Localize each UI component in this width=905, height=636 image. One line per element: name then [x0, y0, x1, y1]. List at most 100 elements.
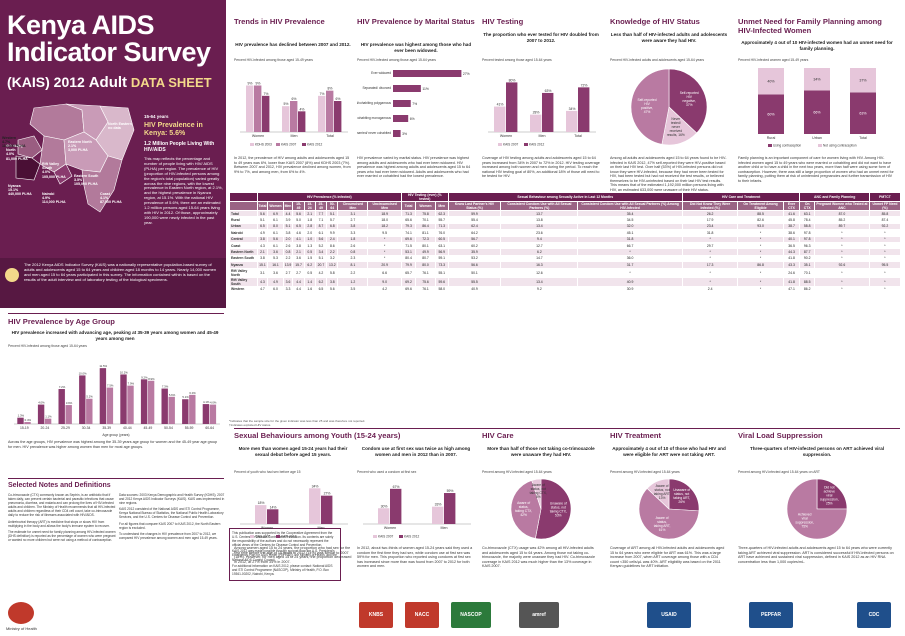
table-cell: 1.2	[337, 276, 369, 287]
column-header: Know Last Partner's HIV Status (%)	[447, 201, 502, 211]
unmet-caption: Percent HIV-infected women aged 15-49 ye…	[738, 58, 809, 62]
group-header: HIV Care and Treatment	[681, 192, 801, 202]
trends-caption: Percent HIV-infected among those aged 15…	[234, 58, 313, 62]
column-header: Total	[256, 201, 269, 211]
table-cell: 41.8	[782, 276, 801, 287]
bar-value-label: 28%	[533, 111, 540, 115]
table-cell: 2.7	[292, 267, 305, 278]
table-cell: *	[813, 267, 870, 278]
bar-value-label: 7.9%	[128, 382, 135, 386]
legend-label: KAIS 2012	[529, 142, 544, 146]
table-cell: 4.4	[292, 276, 305, 287]
bar	[161, 388, 168, 424]
bar-value-label: 7%	[412, 102, 417, 106]
table-cell: 1.4	[303, 276, 316, 287]
bar-value-label: 7.2%	[59, 385, 66, 389]
viral-subtitle: Three-quarters of HIV-infected persons o…	[749, 446, 885, 457]
table-cell: 40.9	[577, 276, 683, 287]
pie-slice-label: Did not achieve viral suppression, 25%	[820, 486, 839, 506]
pie-slice	[630, 68, 670, 145]
bar	[578, 87, 590, 132]
age-section-title: HIV Prevalence by Age Group	[8, 317, 115, 326]
bar	[65, 405, 72, 424]
bar-value-label: 1.1%	[45, 415, 52, 419]
bar-value-label: 5%	[284, 102, 289, 106]
table-cell: 5.8	[326, 267, 339, 278]
table-cell: 3.3	[282, 285, 294, 293]
table-cell: 16.1	[267, 261, 284, 269]
notes-title: Selected Notes and Definitions	[8, 482, 111, 489]
marital-chart: Ever widowed 27% Separated/ divorced 11% Mar…	[357, 70, 470, 137]
table-cell: 24.6	[782, 267, 801, 278]
marital-title: HIV Prevalence by Marital Status	[357, 17, 475, 26]
pie-slice	[535, 478, 572, 540]
tick-label: Men	[318, 526, 325, 530]
table-cell: 9.2	[500, 285, 579, 293]
tick-label: Ever widowed	[371, 71, 391, 75]
pie-slice-label: Self-reported HIV negative, 37%	[680, 91, 699, 107]
bar-value-label: 34%	[569, 107, 576, 111]
knowledge-title: Knowledge of HIV Status	[610, 17, 700, 26]
table-cell: 13.4	[500, 276, 579, 287]
column-header-row: Total Women Men 15-49 15-24 25-49 50-64 Circumc…	[229, 201, 902, 211]
table-cell: 80.4	[401, 254, 417, 263]
table-cell: 1.6	[303, 285, 316, 293]
bar-value-label: 34%	[312, 484, 319, 488]
viral-title: Viral Load Suppression	[738, 431, 823, 440]
tick-label: 15-19	[20, 426, 29, 430]
bar-value-label: 34%	[813, 78, 821, 82]
bar	[290, 101, 298, 132]
table-row: Central 3.8 5.6 2.0 4.1 1.0 5.6 2.4 1.8 * 69.6 72.3…	[229, 235, 902, 243]
table-cell: 30.9	[577, 285, 683, 293]
table-cell: *	[737, 285, 784, 293]
table-cell: *	[737, 276, 784, 287]
table-cell: *	[681, 267, 739, 278]
unmet-subtitle: Approximately 4 out of 10 HIV-infected w…	[741, 40, 893, 51]
stacked-bar-segment	[804, 90, 830, 134]
table-cell: 2.2	[337, 267, 369, 278]
stacked-bar-segment	[758, 94, 784, 134]
note-item: For all figures that compare KAIS 2007 t…	[119, 521, 221, 530]
marital-caption: Percent HIV-infected among those aged 15…	[357, 58, 436, 62]
row-label: Rift Valley South	[229, 276, 258, 287]
age-group-chart: 1.3%0.4% 15-19 4.0% 1.1% 20-24 7.2% 3.9% 25-29 1…	[14, 364, 220, 437]
bar-value-label: 6%	[292, 97, 297, 101]
bar	[390, 488, 402, 524]
note-item: KAIS 2012 consisted of the National AIDS…	[119, 507, 224, 520]
map-label-rift-valley-north: Rift Valley North 4.0% 81,000 PLHA	[6, 144, 28, 161]
bar	[494, 106, 506, 132]
table-cell: *	[868, 285, 902, 293]
notes-column-2: Data sources: 2003 Kenya Demographic and…	[119, 493, 227, 542]
column-header: Consistent Condom Use with All Sexual Pa…	[500, 201, 579, 211]
x-axis-label: Age group (years)	[102, 433, 129, 437]
logo-usaid: USAID	[647, 602, 691, 628]
kenya-map-icon	[15, 103, 135, 213]
bottom-divider	[234, 428, 900, 429]
table-cell: *	[737, 267, 784, 278]
pie-slice	[786, 478, 848, 540]
bar	[432, 506, 444, 524]
bar-value-label: 7.3%	[162, 385, 169, 389]
table-cell: 4.2	[314, 267, 328, 278]
viral-text: Three-quarters of HIV-infected adults an…	[738, 546, 894, 564]
trends-text: In 2012, the prevalence of HIV among adu…	[234, 156, 351, 174]
pie-slice-label: Aware of status, taking ART, 61%	[654, 516, 671, 532]
legend-swatch	[276, 143, 280, 146]
column-header: 15-24	[303, 201, 316, 211]
tick-label: 50-54	[164, 426, 173, 430]
tick-label: Women	[252, 134, 264, 138]
tick-label: Urban	[812, 136, 822, 140]
table-cell: *	[737, 254, 784, 263]
legend-swatch	[399, 535, 403, 538]
bar-value-label: 10.2%	[120, 370, 128, 374]
survey-intro-text: The 2012 Kenya AIDS Indicator Survey (KA…	[24, 262, 217, 282]
bar	[209, 404, 217, 424]
treatment-subtitle: Approximately 4 out of 10 of those who h…	[612, 446, 726, 457]
pie-slice-label: Aware of status, not taking ART, 13%	[654, 484, 671, 500]
bar	[326, 90, 334, 132]
testing-chart: 41% 80% Women 28% 63% Men 34% 72% Total KAIS 2007…	[488, 78, 596, 146]
bar-value-label: 63%	[859, 112, 867, 116]
group-header: Sexual Behaviour among Sexually Active i…	[447, 192, 683, 202]
table-cell: 80.0	[415, 261, 436, 269]
column-header: 50-64	[326, 201, 339, 211]
